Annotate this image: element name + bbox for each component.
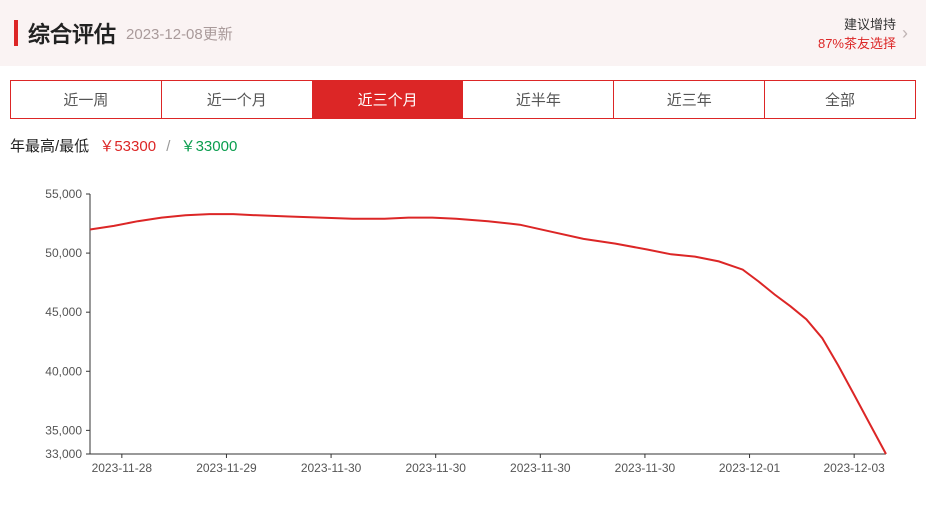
- recommend-line2: 87%茶友选择: [818, 33, 896, 52]
- svg-text:2023-11-30: 2023-11-30: [405, 461, 466, 475]
- svg-text:2023-12-01: 2023-12-01: [719, 461, 781, 475]
- tab-2[interactable]: 近三个月: [313, 81, 464, 118]
- svg-text:2023-11-30: 2023-11-30: [510, 461, 571, 475]
- recommend-line1: 建议增持: [818, 14, 896, 33]
- tab-0[interactable]: 近一周: [11, 81, 162, 118]
- header-bar: 综合评估 2023-12-08更新 建议增持 87%茶友选择 ›: [0, 0, 926, 66]
- recommend-box: 建议增持 87%茶友选择: [818, 14, 896, 52]
- header-right[interactable]: 建议增持 87%茶友选择 ›: [818, 14, 908, 52]
- accent-bar: [14, 20, 18, 46]
- tab-1[interactable]: 近一个月: [162, 81, 313, 118]
- year-high-value: ￥53300: [99, 138, 156, 155]
- svg-text:55,000: 55,000: [45, 187, 82, 201]
- svg-text:45,000: 45,000: [45, 305, 82, 319]
- chevron-right-icon: ›: [902, 23, 908, 44]
- tab-5[interactable]: 全部: [765, 81, 915, 118]
- svg-text:2023-11-30: 2023-11-30: [301, 461, 362, 475]
- price-line: [90, 214, 886, 454]
- svg-text:2023-11-30: 2023-11-30: [615, 461, 676, 475]
- svg-text:50,000: 50,000: [45, 246, 82, 260]
- update-date: 2023-12-08更新: [126, 23, 233, 44]
- year-low-value: ￥33000: [181, 138, 238, 155]
- price-chart: 33,000 35,000 40,000 45,000 50,000 55,000 2023…: [20, 184, 906, 484]
- svg-text:2023-11-28: 2023-11-28: [92, 461, 153, 475]
- svg-text:2023-12-03: 2023-12-03: [823, 461, 885, 475]
- svg-text:2023-11-29: 2023-11-29: [196, 461, 257, 475]
- svg-text:40,000: 40,000: [45, 364, 82, 378]
- high-low-row: 年最高/最低 ￥53300 / ￥33000: [10, 135, 916, 156]
- header-left: 综合评估 2023-12-08更新: [14, 17, 233, 49]
- high-low-label: 年最高/最低: [10, 138, 89, 155]
- svg-text:33,000: 33,000: [45, 447, 82, 461]
- tab-4[interactable]: 近三年: [614, 81, 765, 118]
- high-low-separator: /: [166, 138, 170, 155]
- chart-svg: 33,000 35,000 40,000 45,000 50,000 55,000 2023…: [20, 184, 906, 484]
- svg-text:35,000: 35,000: [45, 423, 82, 437]
- tab-3[interactable]: 近半年: [463, 81, 614, 118]
- time-range-tabs: 近一周近一个月近三个月近半年近三年全部: [10, 80, 916, 119]
- page-title: 综合评估: [28, 17, 116, 49]
